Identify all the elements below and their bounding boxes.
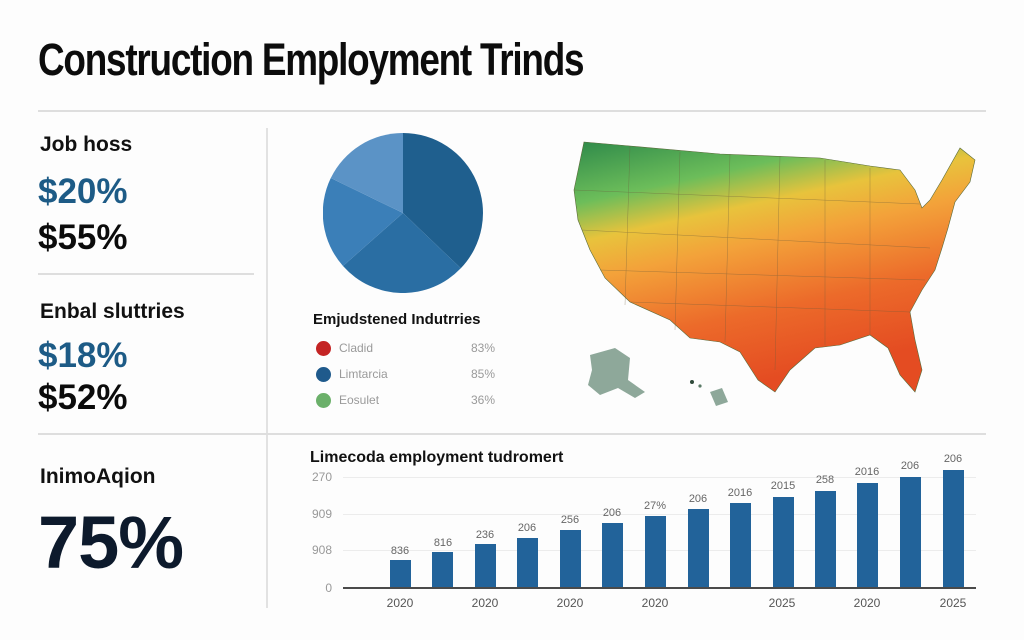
bar xyxy=(432,552,453,587)
pie-slice-4 xyxy=(330,133,403,213)
alaska-shape xyxy=(588,348,645,398)
bar xyxy=(943,470,964,587)
y-axis-tick: 908 xyxy=(311,543,332,557)
legend-item-name: Eosulet xyxy=(339,393,380,407)
bar-value-label: 2016 xyxy=(854,466,880,478)
legend-item-value: 85% xyxy=(471,367,496,381)
x-axis-tick: 2020 xyxy=(556,596,584,610)
stats-column-divider xyxy=(266,128,268,608)
x-axis-tick: 2025 xyxy=(768,596,796,610)
stat-label-industries: Enbal sluttries xyxy=(40,300,185,323)
bar-value-label: 256 xyxy=(560,514,580,526)
bar xyxy=(645,516,666,587)
bar xyxy=(602,523,623,587)
industry-pie-chart xyxy=(323,133,483,293)
pie-legend-item: Eosulet 36% xyxy=(316,392,506,410)
bar xyxy=(730,503,751,587)
legend-item-value: 36% xyxy=(471,393,496,407)
bar xyxy=(815,491,836,587)
legend-item-name: Limtarcia xyxy=(339,367,388,381)
y-axis-tick: 909 xyxy=(311,507,332,521)
hawaii-island xyxy=(690,380,694,384)
bar xyxy=(475,544,496,587)
bar-value-label: 2016 xyxy=(727,487,753,499)
bar-value-label: 206 xyxy=(602,507,622,519)
x-axis-tick: 2020 xyxy=(853,596,881,610)
bar xyxy=(560,530,581,587)
us-employment-map xyxy=(573,141,976,406)
hawaii-island xyxy=(698,384,702,388)
bar-value-label: 816 xyxy=(433,537,453,549)
pie-slice-2 xyxy=(343,213,461,293)
header-divider xyxy=(38,110,986,112)
legend-dot-icon xyxy=(316,341,331,356)
pie-legend-title: Emjudstened Indutrries xyxy=(313,311,481,328)
bar xyxy=(390,560,411,587)
pie-slice-1 xyxy=(403,133,483,269)
gridline xyxy=(343,514,976,515)
bar-value-label: 206 xyxy=(943,453,963,465)
bar xyxy=(773,497,794,587)
hawaii-shape xyxy=(710,388,728,406)
bar xyxy=(688,509,709,587)
stats-divider-2 xyxy=(38,433,986,435)
stat-label-job-loss: Job hoss xyxy=(40,133,133,156)
legend-item-value: 83% xyxy=(471,341,496,355)
contiguous-us-shape xyxy=(573,141,976,393)
x-axis-tick: 2025 xyxy=(939,596,967,610)
gridline xyxy=(343,477,976,478)
pie-legend-item: Limtarcia 85% xyxy=(316,366,506,384)
bar-value-label: 206 xyxy=(900,460,920,472)
x-axis-tick: 2020 xyxy=(386,596,414,610)
bar-value-label: 258 xyxy=(815,474,835,486)
pie-slice-3 xyxy=(323,178,403,266)
bar-value-label: 206 xyxy=(517,522,537,534)
bar xyxy=(900,477,921,587)
stat-label-automation: InimoAqion xyxy=(40,465,156,488)
stat-value-job-loss-primary: $20% xyxy=(38,172,128,211)
bar xyxy=(517,538,538,587)
bar-value-label: 2015 xyxy=(770,480,796,492)
stat-value-automation: 75% xyxy=(38,501,184,584)
stat-value-industries-secondary: $52% xyxy=(38,378,128,417)
y-axis-tick: 0 xyxy=(325,581,332,595)
bar-value-label: 206 xyxy=(688,493,708,505)
bar-value-label: 27% xyxy=(643,500,667,512)
stats-divider-1 xyxy=(38,273,254,275)
x-axis-baseline xyxy=(343,587,976,589)
legend-dot-icon xyxy=(316,367,331,382)
legend-item-name: Cladid xyxy=(339,341,374,355)
bar xyxy=(857,483,878,587)
bar-value-label: 236 xyxy=(475,529,495,541)
pie-legend-item: Cladid 83% xyxy=(316,340,506,358)
bar-value-label: 836 xyxy=(390,545,410,557)
y-axis-tick: 270 xyxy=(311,470,332,484)
bar-chart-title: Limecoda employment tudromert xyxy=(310,449,564,466)
stat-value-industries-primary: $18% xyxy=(38,336,128,375)
page-title: Construction Employment Trinds xyxy=(38,34,585,85)
stat-value-job-loss-secondary: $55% xyxy=(38,218,128,257)
x-axis-tick: 2020 xyxy=(641,596,669,610)
state-borders xyxy=(573,145,931,371)
legend-dot-icon xyxy=(316,393,331,408)
x-axis-tick: 2020 xyxy=(471,596,499,610)
